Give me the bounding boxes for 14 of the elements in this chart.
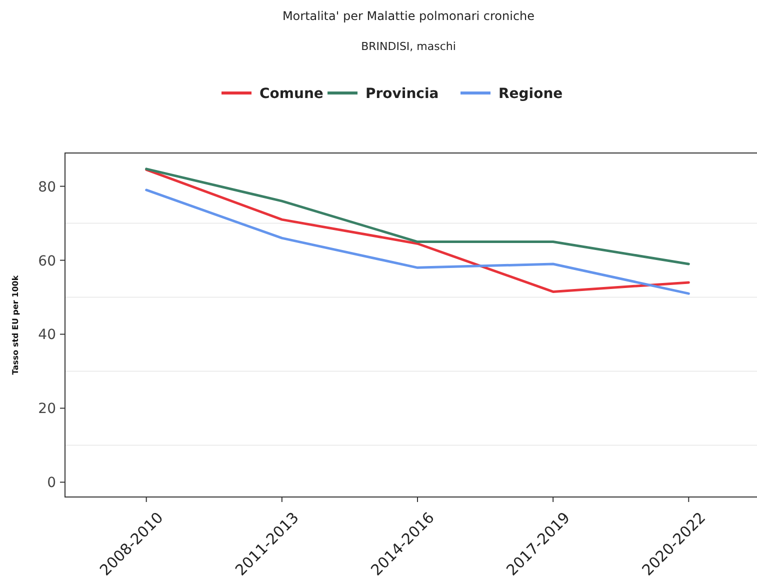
- legend-label: Comune: [260, 86, 324, 102]
- y-tick-label: 80: [38, 179, 56, 196]
- line-series: [145, 188, 690, 295]
- legend-label: Regione: [498, 86, 563, 102]
- y-axis-title: Tasso std EU per 100k: [11, 274, 20, 375]
- legend-label: Provincia: [366, 86, 439, 102]
- line-series: [145, 168, 690, 293]
- y-tick-label: 60: [38, 253, 56, 270]
- line-series: [145, 168, 690, 266]
- chart-title: Mortalita' per Malattie polmonari croniche: [282, 9, 535, 23]
- y-tick-label: 40: [38, 327, 56, 344]
- chart-subtitle: BRINDISI, maschi: [361, 40, 456, 53]
- y-tick-label: 20: [38, 401, 56, 418]
- y-tick-label: 0: [47, 475, 56, 492]
